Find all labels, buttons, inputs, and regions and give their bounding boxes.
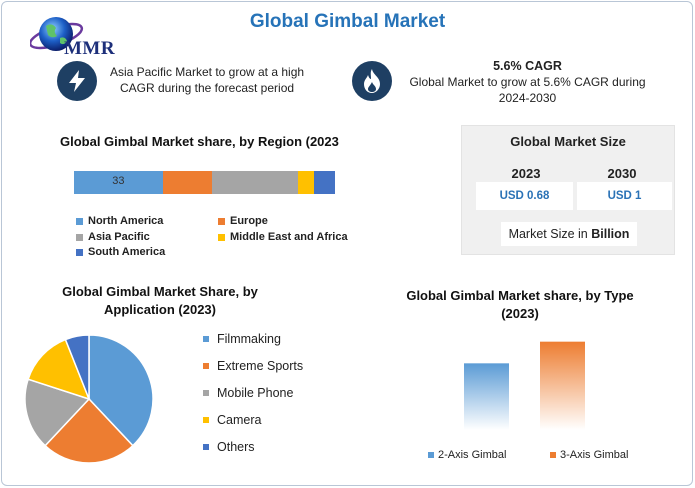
page-title: Global Gimbal Market bbox=[249, 11, 446, 32]
flame-icon bbox=[364, 69, 380, 93]
market-size-panel: Global Market Size 2023 2030 USD 0.68 US… bbox=[461, 125, 675, 255]
highlight-2-text: 5.6% CAGR Global Market to grow at 5.6% … bbox=[400, 58, 655, 106]
year-2023-label: 2023 bbox=[511, 166, 541, 181]
legend-swatch bbox=[428, 452, 434, 458]
region-legend-north-america: North America bbox=[76, 215, 163, 227]
region-legend-europe: Europe bbox=[218, 215, 268, 227]
market-size-title: Global Market Size bbox=[510, 134, 626, 149]
application-legend-filmmaking: Filmmaking bbox=[203, 332, 281, 346]
legend-swatch bbox=[550, 452, 556, 458]
application-legend-extreme-sports: Extreme Sports bbox=[203, 359, 303, 373]
legend-swatch bbox=[203, 417, 209, 423]
pie-slice-others bbox=[64, 335, 90, 400]
highlight-2-badge bbox=[352, 61, 392, 101]
cagr-description: Global Market to grow at 5.6% CAGR durin… bbox=[409, 75, 646, 105]
pie-slice-extreme-sports bbox=[44, 397, 134, 464]
type-bar-2-axis-gimbal bbox=[464, 363, 509, 430]
legend-label: Mobile Phone bbox=[217, 386, 294, 400]
legend-label: Europe bbox=[230, 215, 268, 227]
legend-swatch bbox=[218, 233, 225, 241]
region-data-label: 33 bbox=[112, 175, 125, 187]
legend-swatch bbox=[203, 390, 209, 396]
highlight-1-badge bbox=[57, 61, 97, 101]
legend-swatch bbox=[203, 444, 209, 450]
legend-label: Filmmaking bbox=[217, 332, 281, 346]
type-legend-3-axis-gimbal: 3-Axis Gimbal bbox=[550, 449, 628, 461]
cagr-heading: 5.6% CAGR bbox=[493, 59, 562, 73]
application-legend-mobile-phone: Mobile Phone bbox=[203, 386, 293, 400]
application-legend-others: Others bbox=[203, 440, 255, 454]
legend-label: Middle East and Africa bbox=[230, 231, 348, 243]
type-legend-2-axis-gimbal: 2-Axis Gimbal bbox=[428, 449, 506, 461]
legend-label: Asia Pacific bbox=[88, 231, 150, 243]
legend-swatch bbox=[76, 217, 83, 225]
legend-swatch bbox=[76, 248, 83, 256]
highlight-1-text: Asia Pacific Market to grow at a high CA… bbox=[109, 65, 305, 95]
lightning-icon bbox=[69, 70, 85, 92]
region-legend-south-america: South America bbox=[76, 246, 165, 258]
legend-label: North America bbox=[88, 215, 164, 227]
legend-label: 3-Axis Gimbal bbox=[560, 449, 629, 461]
region-bar-segment-europe bbox=[162, 171, 213, 194]
globe-icon bbox=[30, 17, 84, 51]
unit-bold: Billion bbox=[591, 227, 630, 241]
region-bar-segment-south-america bbox=[314, 171, 335, 194]
type-bar-chart bbox=[464, 341, 585, 430]
legend-label: Camera bbox=[217, 413, 262, 427]
application-pie-chart bbox=[25, 335, 154, 464]
region-bar-segment-asia-pacific bbox=[212, 171, 299, 194]
region-stacked-bar: 33 bbox=[74, 171, 335, 194]
mmr-logo: MMR bbox=[22, 10, 137, 60]
legend-swatch bbox=[218, 217, 225, 225]
legend-label: Others bbox=[217, 440, 255, 454]
region-legend-middle-east-and-africa: Middle East and Africa bbox=[218, 231, 348, 243]
year-2030-label: 2030 bbox=[607, 166, 637, 181]
legend-swatch bbox=[203, 363, 209, 369]
legend-swatch bbox=[203, 336, 209, 342]
application-legend-camera: Camera bbox=[203, 413, 261, 427]
market-size-unit: Market Size in Billion bbox=[501, 222, 637, 246]
region-chart-title: Global Gimbal Market share, by Region (2… bbox=[60, 134, 339, 149]
region-legend-asia-pacific: Asia Pacific bbox=[76, 231, 150, 243]
value-2030: USD 1 bbox=[577, 182, 672, 210]
application-chart-title: Global Gimbal Market Share, by Applicati… bbox=[62, 284, 258, 317]
type-chart-title: Global Gimbal Market share, by Type (202… bbox=[406, 288, 634, 321]
legend-swatch bbox=[76, 233, 83, 241]
pie-slice-camera bbox=[27, 338, 91, 401]
region-bar-segment-north-america: 33 bbox=[74, 171, 163, 194]
unit-prefix: Market Size in bbox=[508, 227, 592, 241]
legend-label: Extreme Sports bbox=[217, 359, 304, 373]
legend-label: 2-Axis Gimbal bbox=[438, 449, 507, 461]
value-2023: USD 0.68 bbox=[476, 182, 573, 210]
region-bar-segment-middle-east-and-africa bbox=[298, 171, 315, 194]
type-bar-3-axis-gimbal bbox=[540, 341, 585, 430]
pie-slice-mobile-phone bbox=[25, 378, 91, 447]
logo-text: MMR bbox=[64, 38, 116, 59]
legend-label: South America bbox=[88, 246, 166, 258]
pie-slice-filmmaking bbox=[88, 335, 154, 447]
